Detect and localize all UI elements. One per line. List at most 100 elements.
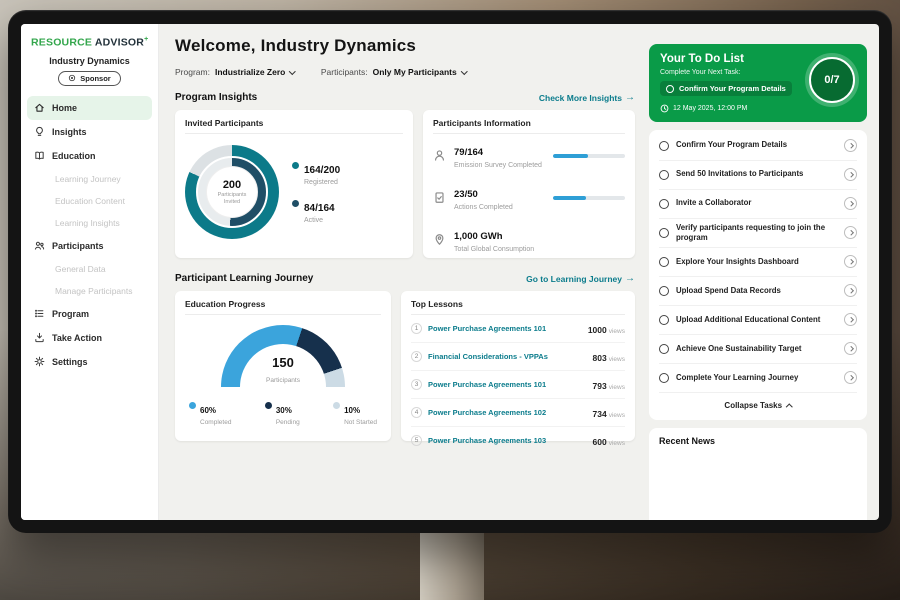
chevron-right-icon [848,259,853,265]
task-row-confirm-program[interactable]: Confirm Your Program Details [659,132,857,161]
chevron-right-icon [848,201,853,206]
lesson-link[interactable]: Power Purchase Agreements 102 [428,408,547,417]
sidebar-item-learning-journey[interactable]: Learning Journey [27,168,152,190]
lesson-link[interactable]: Power Purchase Agreements 101 [428,324,547,333]
brand-secondary: ADVISOR [94,36,145,49]
lesson-link[interactable]: Financial Considerations - VPPAs [428,352,548,361]
chevron-right-icon [848,375,853,381]
sidebar-item-education[interactable]: Education [27,144,152,168]
legend-label: Completed [200,419,232,426]
task-checkbox[interactable] [659,256,669,267]
sidebar-item-home[interactable]: Home [27,95,152,120]
sidebar-item-insights[interactable]: Insights [27,120,152,144]
task-checkbox[interactable] [659,343,669,354]
arrow-right-icon [625,273,635,284]
task-checkbox[interactable] [659,198,669,209]
filter-value: Industrialize Zero [214,67,286,77]
sidebar-item-education-content[interactable]: Education Content [27,190,152,212]
progress-fill [553,195,587,200]
education-icon [34,150,45,161]
task-open-button[interactable] [844,255,857,269]
learning-journey-header: Participant Learning Journey Go to Learn… [175,273,635,284]
dashboard-screen: RESOURCE ADVISOR+ Industry Dynamics Spon… [21,24,879,520]
lesson-link[interactable]: Power Purchase Agreements 101 [428,380,547,389]
todo-summary-card: Your To Do List Complete Your Next Task:… [649,44,867,122]
gauge-center-value: 150 [272,355,294,370]
go-to-learning-journey-link[interactable]: Go to Learning Journey [526,273,635,284]
task-label: Upload Additional Educational Content [676,314,821,324]
sidebar-item-learning-insights[interactable]: Learning Insights [27,212,152,234]
info-row-emission-survey: 79/164 Emission Survey Completed [433,134,625,176]
education-gauge-arc [221,325,345,387]
sidebar-item-label: Program [52,308,90,319]
task-open-button[interactable] [844,342,857,356]
task-row-upload-educational-content[interactable]: Upload Additional Educational Content [659,306,857,335]
person-icon [433,149,446,162]
participants-filter[interactable]: Participants: Only My Participants [321,67,468,77]
task-checkbox[interactable] [659,285,669,296]
chevron-right-icon [848,172,853,177]
learning-cards-row: Education Progress 150 Participants [175,291,635,447]
lesson-row: 1 Power Purchase Agreements 101 1000 view… [411,315,625,343]
sidebar: RESOURCE ADVISOR+ Industry Dynamics Spon… [21,24,159,520]
sponsor-badge[interactable]: Sponsor [58,70,121,86]
task-checkbox[interactable] [659,314,669,325]
task-row-achieve-target[interactable]: Achieve One Sustainability Target [659,335,857,364]
lesson-row: 3 Power Purchase Agreements 101 793 views [411,371,625,399]
section-title: Program Insights [175,92,258,103]
legend-item-registered: 164/200 Registered [292,160,340,186]
sidebar-item-label: Home [52,102,78,113]
info-label: Actions Completed [454,204,513,211]
todo-progress-badge: 0/7 [809,57,855,103]
task-checkbox[interactable] [659,372,669,383]
task-row-send-invitations[interactable]: Send 50 Invitations to Participants [659,161,857,190]
task-row-verify-participants[interactable]: Verify participants requesting to join t… [659,219,857,248]
card-title: Top Lessons [411,299,625,315]
check-more-insights-link[interactable]: Check More Insights [539,92,635,103]
task-open-button[interactable] [844,139,857,152]
task-checkbox[interactable] [659,169,669,180]
main-content: Welcome, Industry Dynamics Program: Indu… [159,24,647,520]
task-checkbox[interactable] [659,227,669,238]
sidebar-item-participants[interactable]: Participants [27,234,152,258]
task-label: Upload Spend Data Records [676,285,781,295]
sidebar-item-general-data[interactable]: General Data [27,258,152,280]
task-row-upload-spend-data[interactable]: Upload Spend Data Records [659,277,857,306]
sidebar-item-settings[interactable]: Settings [27,350,152,374]
task-row-complete-learning-journey[interactable]: Complete Your Learning Journey [659,364,857,393]
sidebar-item-program[interactable]: Program [27,302,152,326]
task-row-explore-insights[interactable]: Explore Your Insights Dashboard [659,248,857,277]
progress-count: 0/7 [824,74,840,86]
lesson-rank: 4 [411,407,422,418]
sidebar-item-manage-participants[interactable]: Manage Participants [27,280,152,302]
lesson-rank: 5 [411,435,422,446]
legend-value: 60% [200,406,217,415]
next-task-button[interactable]: Confirm Your Program Details [660,81,792,96]
info-row-actions: 23/50 Actions Completed [433,176,625,218]
task-open-button[interactable] [844,313,857,327]
top-lessons-card: Top Lessons 1 Power Purchase Agreements … [401,291,635,447]
collapse-tasks-button[interactable]: Collapse Tasks [659,393,857,418]
lesson-views: 734 [592,408,607,419]
filter-label: Program: [175,67,210,77]
task-open-button[interactable] [844,226,857,240]
task-open-button[interactable] [844,371,857,385]
invited-donut-center: 200 Participants Invited [206,166,258,218]
lesson-row: 2 Financial Considerations - VPPAs 803 vi… [411,343,625,371]
task-open-button[interactable] [844,197,857,210]
sidebar-item-label: Take Action [52,332,103,343]
legend-dot [292,162,299,169]
task-row-invite-collaborator[interactable]: Invite a Collaborator [659,190,857,219]
task-open-button[interactable] [844,284,857,298]
task-due-date: 12 May 2025, 12:00 PM [660,104,856,113]
sidebar-item-take-action[interactable]: Take Action [27,326,152,350]
lesson-link[interactable]: Power Purchase Agreements 103 [428,436,547,445]
task-checkbox[interactable] [659,140,669,151]
task-open-button[interactable] [844,168,857,181]
progress-fill [553,153,588,158]
home-icon [34,102,45,113]
education-legend: 60% Completed 30% Pending 10% [185,400,381,426]
program-filter[interactable]: Program: Industrialize Zero [175,67,296,77]
card-title: Education Progress [185,299,381,315]
info-label: Emission Survey Completed [454,162,542,169]
